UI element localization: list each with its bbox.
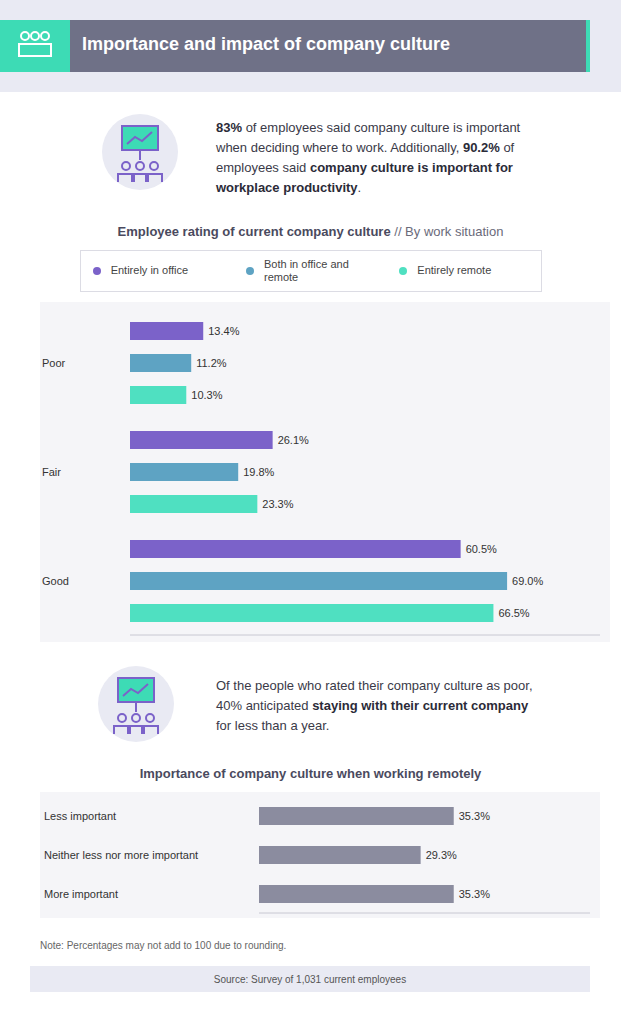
svg-text:26.1%: 26.1% [278, 434, 309, 446]
svg-text:Fair: Fair [42, 466, 61, 478]
html-text:Entirely in office: Entirely in office [110, 264, 189, 277]
html-text:83% of employees said company: 83% of employees said company culture is… [216, 120, 521, 195]
html-text:Importance of company culture: Importance of company culture when worki… [139, 766, 482, 781]
svg-text:60.5%: 60.5% [466, 543, 497, 555]
svg-text:66.5%: 66.5% [498, 607, 529, 619]
svg-text:23.3%: 23.3% [262, 498, 293, 510]
svg-text:35.3%: 35.3% [459, 888, 490, 900]
html-text:for less than a year.: for less than a year. [216, 717, 330, 733]
html-text:Both in office and remote: Both in office and remote [264, 257, 349, 283]
svg-text:Good: Good [42, 575, 69, 587]
html-text:Of the people who rated their: Of the people who rated their company cu… [216, 678, 533, 713]
svg-text:More important: More important [44, 888, 118, 900]
svg-text:19.8%: 19.8% [243, 466, 274, 478]
html-text:Note: Percentages may not add: Note: Percentages may not add to 100 due… [40, 940, 287, 951]
html-text:Source: Survey of 1,031 curren: Source: Survey of 1,031 current employee… [213, 973, 407, 985]
svg-text:35.3%: 35.3% [459, 810, 490, 822]
svg-text:10.3%: 10.3% [191, 389, 222, 401]
html-text:Employee rating of current com: Employee rating of current company cultu… [117, 224, 504, 239]
svg-text:Poor: Poor [42, 357, 66, 369]
svg-text:29.3%: 29.3% [426, 849, 457, 861]
html-text:Importance and impact of compa: Importance and impact of company culture [82, 34, 451, 54]
svg-text:Less important: Less important [44, 810, 116, 822]
svg-text:13.4%: 13.4% [208, 325, 239, 337]
svg-text:11.2%: 11.2% [196, 357, 227, 369]
html-text:Entirely remote: Entirely remote [417, 264, 492, 277]
svg-text:Neither less nor more importan: Neither less nor more important [44, 849, 198, 861]
svg-text:69.0%: 69.0% [512, 575, 543, 587]
